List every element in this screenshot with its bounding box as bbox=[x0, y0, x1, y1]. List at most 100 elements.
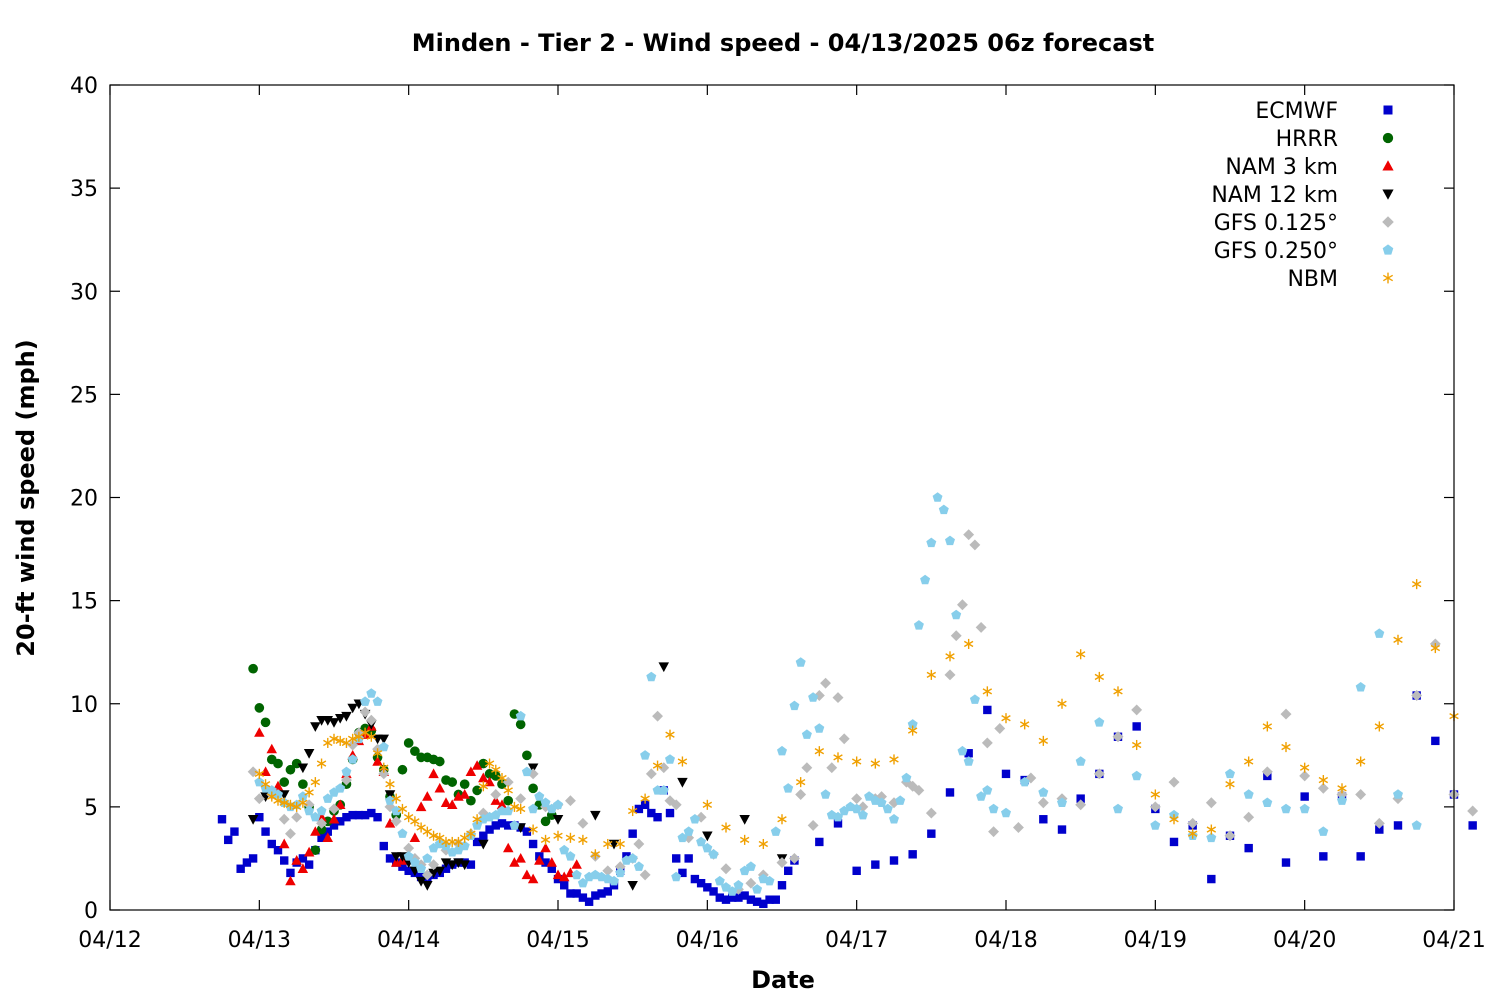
series-6-point bbox=[702, 799, 713, 810]
series-4-point bbox=[789, 853, 800, 864]
series-5-point bbox=[708, 849, 719, 859]
series-4-point bbox=[278, 813, 290, 825]
series-0-point bbox=[298, 854, 308, 863]
chart-axes: 0 5 10 15 20 25 30 35 40 04/12 04/13 04/14 04/15 04/1… bbox=[70, 74, 1486, 953]
series-0-point bbox=[261, 827, 270, 836]
series-2-point bbox=[527, 873, 539, 884]
series-0-point bbox=[404, 866, 413, 876]
series-3-point bbox=[297, 763, 309, 774]
series-0-point bbox=[1132, 722, 1141, 731]
series-0-point bbox=[1300, 792, 1309, 801]
series-6-point bbox=[963, 638, 974, 649]
series-6-point bbox=[851, 756, 862, 767]
series-2-point bbox=[459, 789, 470, 799]
series-0-point bbox=[248, 854, 258, 863]
series-5-point bbox=[833, 811, 843, 822]
series-6-point bbox=[391, 793, 401, 804]
series-6-point bbox=[1038, 735, 1049, 746]
series-6-point bbox=[652, 760, 663, 771]
x-tick-label-8: 04/20 bbox=[1273, 928, 1336, 953]
series-4-point bbox=[988, 826, 999, 838]
series-2-point bbox=[415, 801, 427, 812]
series-6-point bbox=[1019, 719, 1030, 730]
series-2-point bbox=[509, 857, 520, 867]
series-4-point bbox=[1037, 797, 1049, 809]
series-0-point bbox=[784, 866, 793, 876]
series-6-point bbox=[260, 779, 271, 790]
y-tick-label-2: 10 bbox=[70, 693, 98, 718]
series-0-point bbox=[497, 819, 507, 828]
series-0-point bbox=[908, 850, 917, 859]
series-6-point bbox=[372, 748, 383, 759]
series-5-point bbox=[752, 884, 763, 894]
series-1-point bbox=[254, 703, 265, 713]
series-2-point bbox=[540, 842, 551, 853]
series-4-point bbox=[421, 869, 433, 881]
series-5-point bbox=[1150, 820, 1161, 830]
series-0-point bbox=[273, 845, 283, 855]
series-4-point bbox=[826, 762, 838, 774]
series-2-point bbox=[552, 869, 564, 880]
series-6-point bbox=[379, 762, 389, 773]
series-4-point bbox=[981, 737, 993, 749]
series-0-point bbox=[709, 887, 718, 896]
series-5-point bbox=[1094, 717, 1105, 727]
series-6-point bbox=[310, 777, 321, 788]
series-3-point bbox=[447, 860, 458, 871]
legend-marker-4 bbox=[1382, 216, 1394, 228]
series-3-point bbox=[658, 662, 669, 673]
series-0-point bbox=[230, 827, 239, 836]
series-6-point bbox=[907, 725, 918, 736]
series-5-point bbox=[982, 785, 993, 795]
series-1-point bbox=[260, 717, 271, 728]
series-6-point bbox=[640, 793, 650, 804]
series-5-point bbox=[609, 875, 619, 886]
series-4-point bbox=[1261, 766, 1273, 778]
series-3-point bbox=[335, 714, 346, 724]
series-5-point bbox=[733, 880, 744, 890]
series-4-point bbox=[807, 820, 819, 831]
series-5-point bbox=[273, 789, 283, 799]
series-5-point bbox=[254, 776, 265, 787]
series-1-point bbox=[459, 779, 470, 790]
series-0-point bbox=[217, 815, 227, 824]
x-tick-label-7: 04/19 bbox=[1124, 928, 1187, 953]
series-4-point bbox=[957, 599, 968, 611]
series-0-point bbox=[1039, 815, 1048, 824]
series-0-point bbox=[746, 895, 756, 904]
x-tick-label-2: 04/14 bbox=[377, 928, 440, 953]
series-4-point bbox=[1093, 768, 1105, 780]
x-tick-label-1: 04/13 bbox=[228, 928, 291, 953]
series-0-point bbox=[304, 860, 314, 869]
series-4-point bbox=[1112, 731, 1124, 743]
series-0-point bbox=[1431, 736, 1440, 746]
series-1-point bbox=[540, 816, 551, 827]
series-6-point bbox=[298, 797, 308, 808]
series-4-point bbox=[944, 669, 956, 681]
series-5-point bbox=[378, 741, 389, 752]
y-tick-label-0: 0 bbox=[84, 899, 98, 924]
x-axis-label: Date bbox=[751, 966, 815, 994]
series-1-point bbox=[285, 764, 296, 775]
series-5-point bbox=[633, 861, 644, 871]
series-5-point bbox=[360, 696, 371, 706]
series-5-point bbox=[814, 723, 825, 733]
series-2-point bbox=[328, 813, 340, 824]
series-1-point bbox=[248, 663, 258, 674]
series-6-point bbox=[385, 779, 395, 790]
series-5-point bbox=[932, 492, 943, 502]
series-0-point bbox=[342, 812, 351, 822]
series-4-point bbox=[801, 762, 813, 774]
series-4-point bbox=[1013, 822, 1024, 833]
series-6-point bbox=[758, 838, 769, 850]
series-0-point bbox=[964, 749, 973, 758]
series-6-point bbox=[422, 826, 433, 837]
series-0-point bbox=[1281, 858, 1291, 867]
series-4-point bbox=[1224, 830, 1236, 842]
legend-label-0: ECMWF bbox=[1255, 99, 1338, 124]
series-5-point bbox=[901, 772, 912, 783]
series-6-point bbox=[1393, 634, 1403, 645]
series-4-point bbox=[851, 793, 863, 805]
series-2-point bbox=[559, 871, 570, 882]
